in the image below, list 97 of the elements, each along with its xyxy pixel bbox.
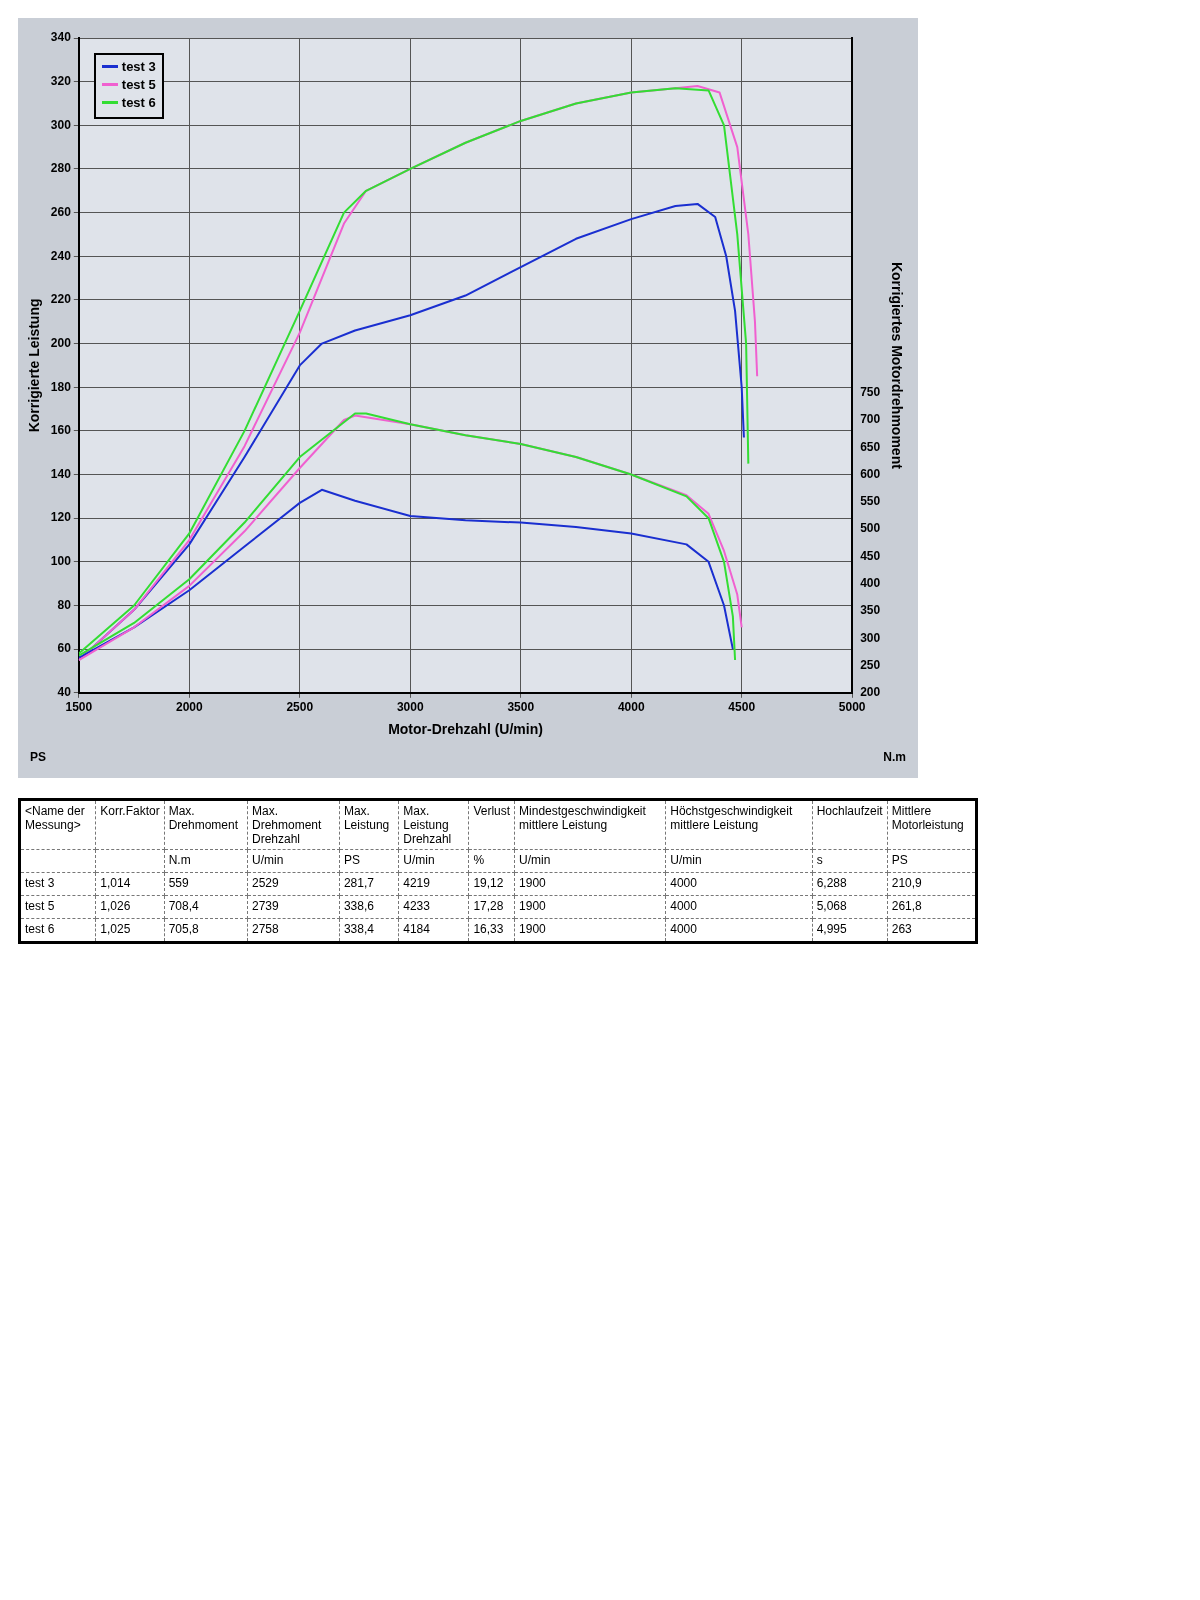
text: 338,4 bbox=[339, 918, 399, 943]
text: Hochlaufzeit bbox=[812, 799, 888, 850]
text: test 3 bbox=[19, 872, 96, 896]
y2-axis-title: Korrigiertes Motordrehmoment bbox=[888, 261, 905, 470]
y-tick-label: 320 bbox=[50, 73, 72, 88]
text: 1,025 bbox=[95, 918, 165, 943]
text: Mittlere Motorleistung bbox=[887, 799, 977, 850]
text: 2739 bbox=[247, 895, 340, 919]
text: Mindestgeschwindigkeit mittlere Leistung bbox=[514, 799, 666, 850]
x-tick-label: 4000 bbox=[617, 700, 645, 715]
x-tick-label: 1500 bbox=[65, 700, 93, 715]
text: 708,4 bbox=[164, 895, 248, 919]
text: 281,7 bbox=[339, 872, 399, 896]
y-tick-label: 100 bbox=[50, 554, 72, 569]
text: U/min bbox=[247, 849, 340, 873]
text: N.m bbox=[164, 849, 248, 873]
text: Max. Drehmoment bbox=[164, 799, 248, 850]
text: 4000 bbox=[665, 895, 813, 919]
text: 19,12 bbox=[468, 872, 515, 896]
x-tick-label: 3500 bbox=[507, 700, 535, 715]
text: 1900 bbox=[514, 918, 666, 943]
text: 261,8 bbox=[887, 895, 977, 919]
y2-tick-label: 650 bbox=[860, 439, 881, 454]
y2-tick-label: 250 bbox=[860, 657, 881, 672]
text: PS bbox=[887, 849, 977, 873]
text: % bbox=[468, 849, 515, 873]
y-tick-label: 200 bbox=[50, 335, 72, 350]
text: Korr.Faktor bbox=[95, 799, 165, 850]
x-axis-title: Motor-Drehzahl (U/min) bbox=[388, 721, 543, 738]
text: 4219 bbox=[398, 872, 469, 896]
text: PS bbox=[30, 750, 47, 764]
text: Höchstgeschwindigkeit mittlere Leistung bbox=[665, 799, 813, 850]
text: Verlust bbox=[468, 799, 515, 850]
y2-tick-label: 600 bbox=[860, 466, 881, 481]
text: N.m bbox=[883, 750, 906, 764]
text: U/min bbox=[665, 849, 813, 873]
text: <Name der Messung> bbox=[19, 799, 96, 850]
x-tick-label: 2500 bbox=[286, 700, 314, 715]
text: 705,8 bbox=[164, 918, 248, 943]
text: Max. Leistung Drehzahl bbox=[398, 799, 469, 850]
y-tick-label: 280 bbox=[50, 161, 72, 176]
x-tick-label: 5000 bbox=[838, 700, 866, 715]
y-tick-label: 140 bbox=[50, 466, 72, 481]
legend-label: test 6 bbox=[121, 95, 156, 110]
y2-tick-label: 400 bbox=[860, 575, 881, 590]
x-tick-label: 2000 bbox=[175, 700, 203, 715]
text: 1,026 bbox=[95, 895, 165, 919]
y-tick-label: 260 bbox=[50, 204, 72, 219]
y-tick-label: 340 bbox=[50, 30, 72, 45]
y2-tick-label: 500 bbox=[860, 521, 881, 536]
text: 6,288 bbox=[812, 872, 888, 896]
text: 4,995 bbox=[812, 918, 888, 943]
text: Max. Drehmoment Drehzahl bbox=[247, 799, 340, 850]
text: 2529 bbox=[247, 872, 340, 896]
text: test 5 bbox=[19, 895, 96, 919]
text: 4184 bbox=[398, 918, 469, 943]
y2-tick-label: 450 bbox=[860, 548, 881, 563]
y-tick-label: 300 bbox=[50, 117, 72, 132]
y-tick-label: 60 bbox=[57, 641, 72, 656]
text: PS bbox=[339, 849, 399, 873]
text: 338,6 bbox=[339, 895, 399, 919]
text: 1900 bbox=[514, 895, 666, 919]
y-tick-label: 40 bbox=[57, 685, 72, 700]
y2-tick-label: 550 bbox=[860, 494, 881, 509]
text: 1,014 bbox=[95, 872, 165, 896]
y-tick-label: 160 bbox=[50, 423, 72, 438]
x-tick-label: 3000 bbox=[396, 700, 424, 715]
text: 1900 bbox=[514, 872, 666, 896]
legend-label: test 5 bbox=[121, 77, 156, 92]
y2-tick-label: 200 bbox=[860, 685, 881, 700]
y-tick-label: 240 bbox=[50, 248, 72, 263]
y-tick-label: 220 bbox=[50, 292, 72, 307]
text: test 6 bbox=[19, 918, 96, 943]
text: 263 bbox=[887, 918, 977, 943]
y2-tick-label: 350 bbox=[860, 603, 881, 618]
legend-label: test 3 bbox=[121, 59, 156, 74]
y2-tick-label: 300 bbox=[860, 630, 881, 645]
text: 4000 bbox=[665, 872, 813, 896]
text: Max. Leistung bbox=[339, 799, 399, 850]
y-tick-label: 80 bbox=[57, 597, 72, 612]
text: 559 bbox=[164, 872, 248, 896]
x-tick-label: 4500 bbox=[728, 700, 756, 715]
text: 210,9 bbox=[887, 872, 977, 896]
text: 17,28 bbox=[468, 895, 515, 919]
y-tick-label: 120 bbox=[50, 510, 72, 525]
text: U/min bbox=[514, 849, 666, 873]
y2-tick-label: 700 bbox=[860, 412, 881, 427]
text: 4000 bbox=[665, 918, 813, 943]
y-tick-label: 180 bbox=[50, 379, 72, 394]
y-axis-title: Korrigierte Leistung bbox=[26, 298, 43, 433]
text: 2758 bbox=[247, 918, 340, 943]
text: s bbox=[812, 849, 888, 873]
text: 16,33 bbox=[468, 918, 515, 943]
text: U/min bbox=[398, 849, 469, 873]
text: 5,068 bbox=[812, 895, 888, 919]
text: 4233 bbox=[398, 895, 469, 919]
y2-tick-label: 750 bbox=[860, 385, 881, 399]
